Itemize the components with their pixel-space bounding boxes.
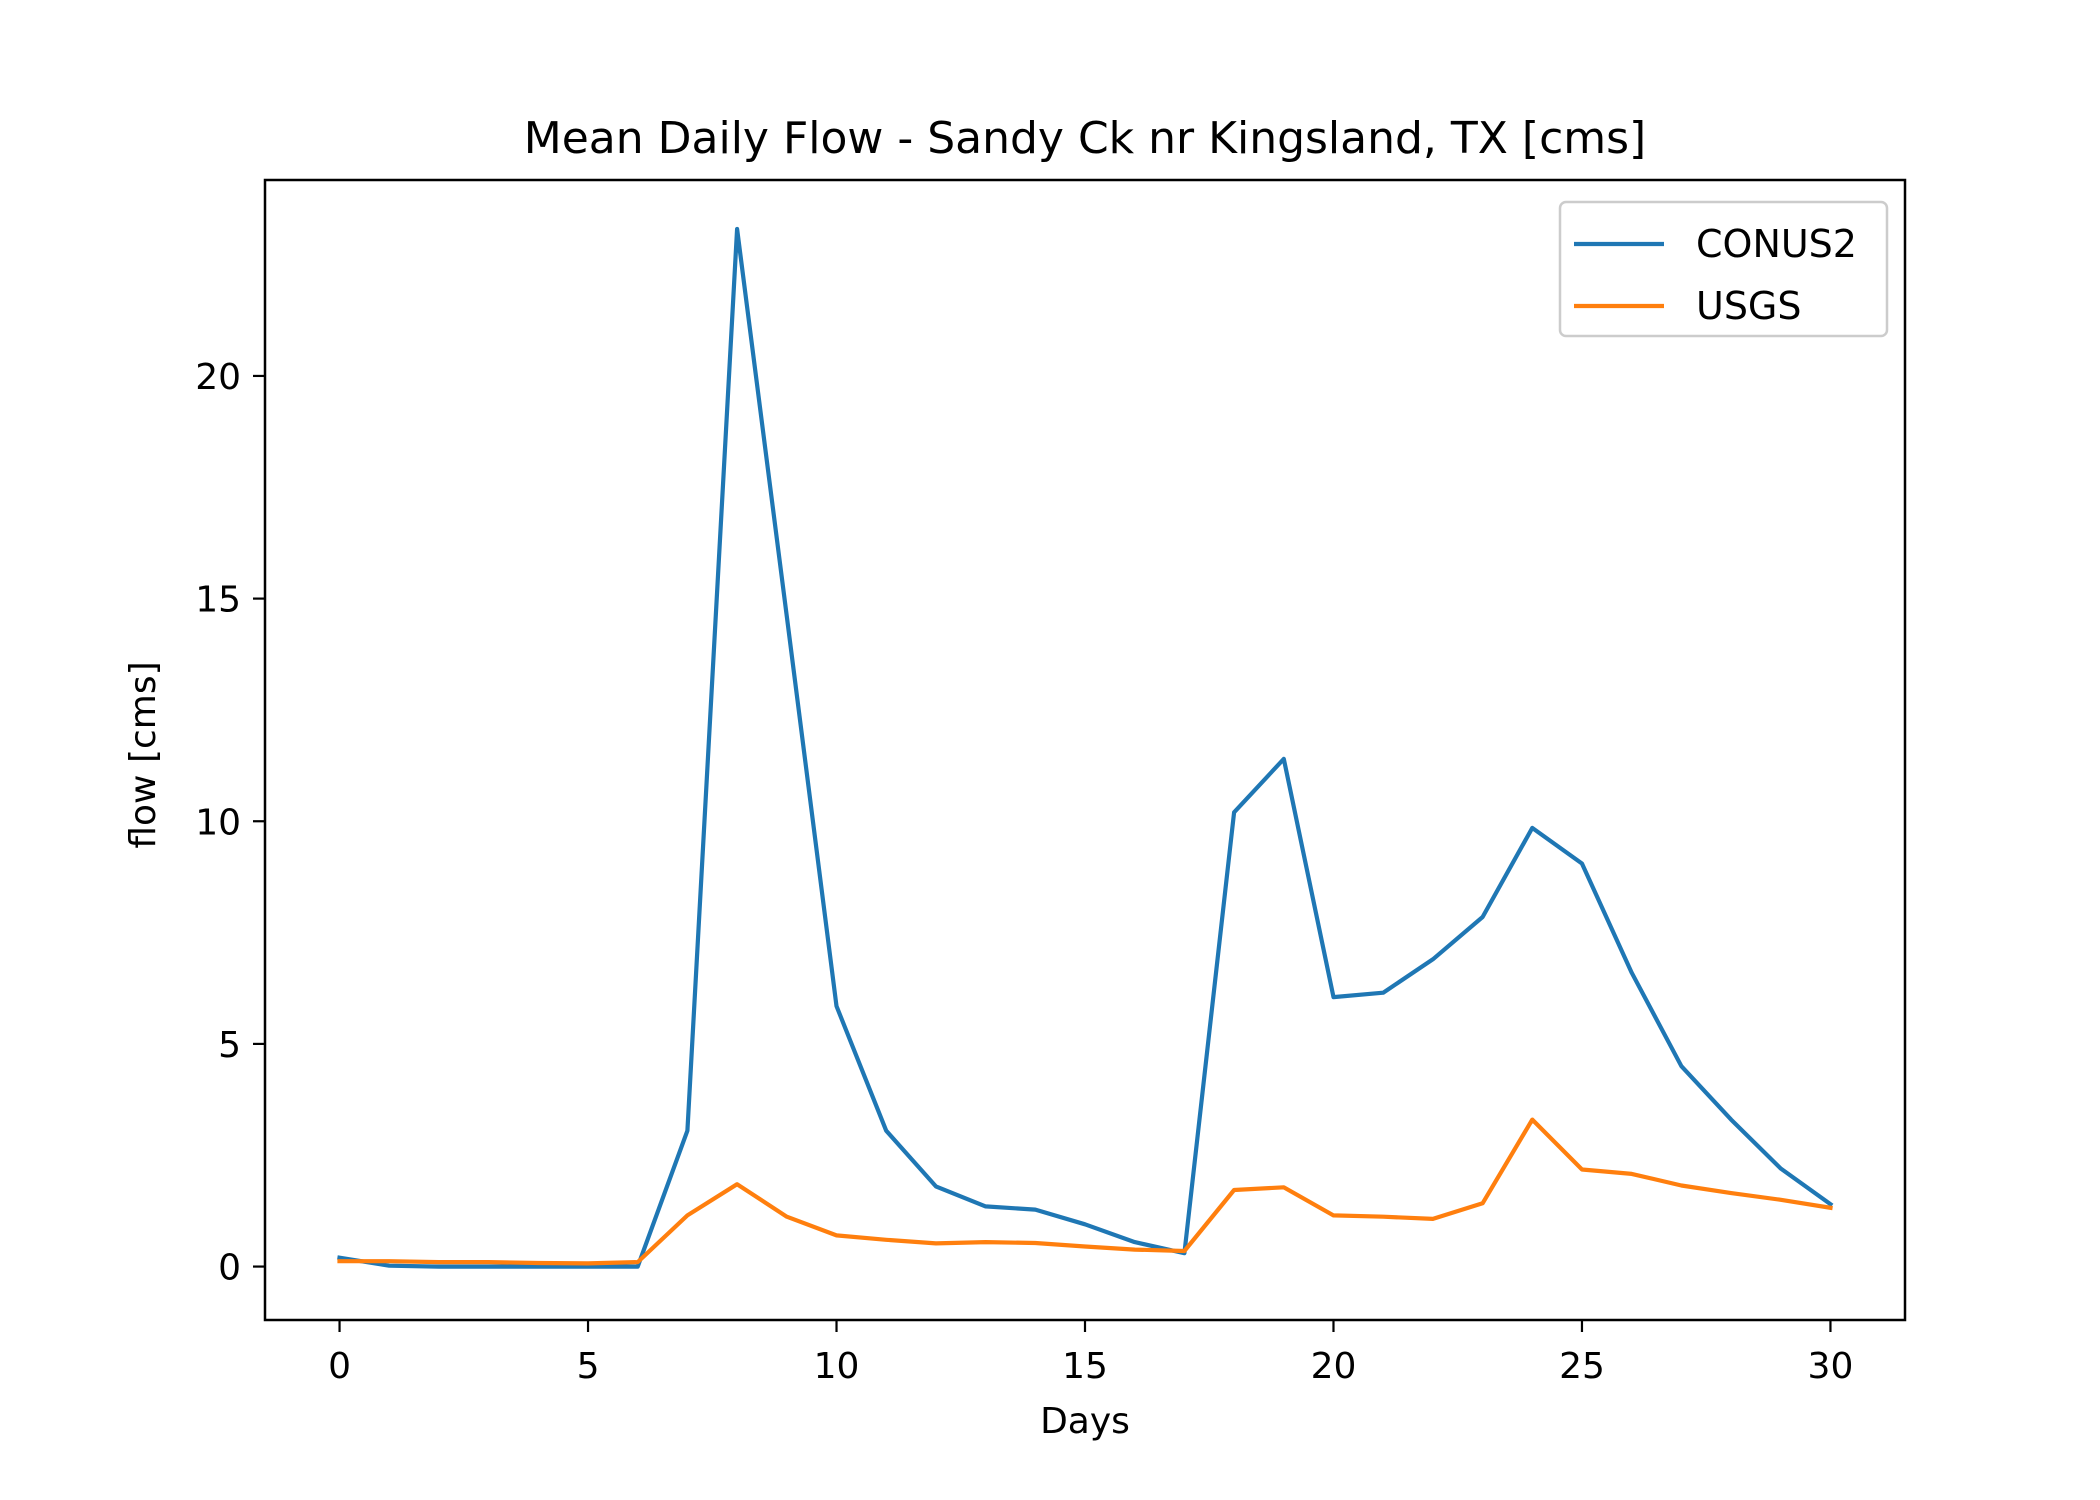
x-tick-label: 25 [1559, 1346, 1605, 1387]
series-line-conus2 [337, 226, 1834, 1269]
chart-title: Mean Daily Flow - Sandy Ck nr Kingsland,… [524, 113, 1646, 164]
y-tick-label: 15 [195, 580, 241, 621]
plot-frame [263, 178, 1907, 1322]
x-tick-label: 30 [1808, 1346, 1854, 1387]
legend-label-usgs: USGS [1696, 284, 1802, 328]
y-tick-label: 20 [195, 357, 241, 398]
y-tick-label: 10 [195, 802, 241, 843]
y-tick-label: 5 [218, 1025, 241, 1066]
x-tick-label: 10 [814, 1346, 860, 1387]
y-axis-label: flow [cms] [123, 661, 164, 848]
x-axis-label: Days [1040, 1401, 1130, 1442]
legend-box [1558, 200, 1889, 338]
x-tick-label: 5 [577, 1346, 600, 1387]
legend-label-conus2: CONUS2 [1696, 222, 1857, 266]
y-tick-label: 0 [218, 1248, 241, 1289]
x-tick-label: 20 [1311, 1346, 1357, 1387]
x-tick-label: 15 [1062, 1346, 1108, 1387]
x-tick-label: 0 [328, 1346, 351, 1387]
plot-area: 0 5 10 15 20 25 30 0 5 10 15 20 CONUS2 USGS [195, 178, 1907, 1387]
series-line-usgs [337, 1117, 1833, 1266]
